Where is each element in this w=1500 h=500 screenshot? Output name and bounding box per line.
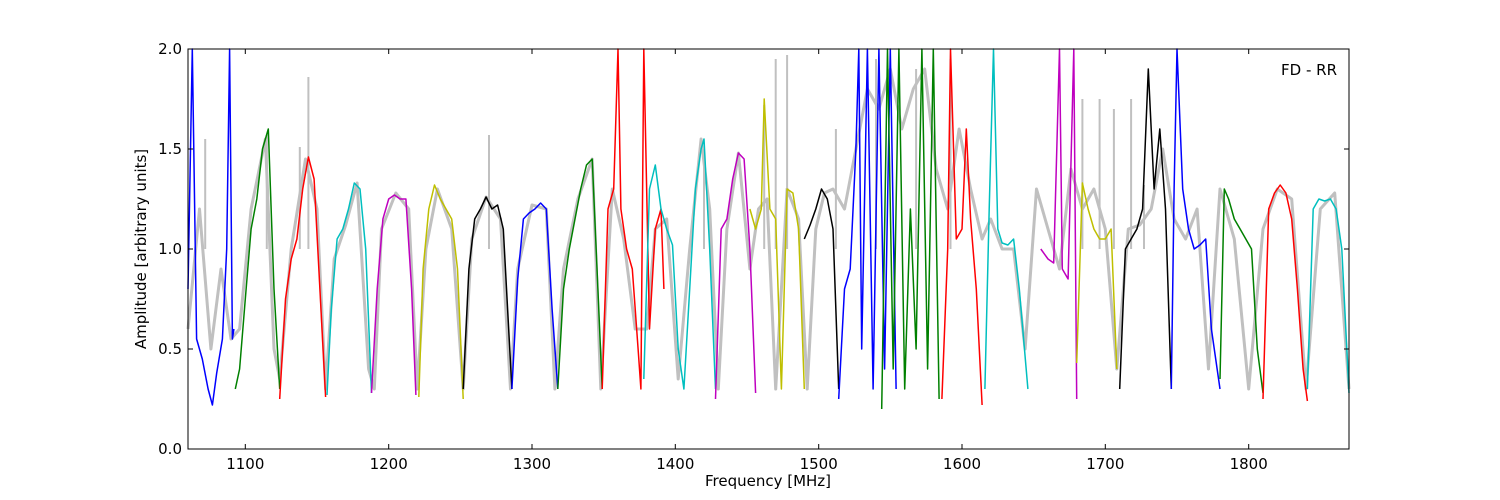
series-line-6: [462, 196, 513, 390]
x-tick-label-1: 1200: [370, 455, 408, 473]
y-axis-label: Amplitude [arbitrary units]: [132, 149, 150, 349]
series-line-17: [984, 48, 1029, 390]
x-tick-label-0: 1100: [226, 455, 264, 473]
series-line-0: [187, 48, 235, 406]
x-tick-label-3: 1400: [656, 455, 694, 473]
x-tick-label-5: 1600: [943, 455, 981, 473]
series-group: [187, 48, 1350, 410]
annotation-label: FD - RR: [1281, 61, 1337, 79]
series-line-20: [1118, 68, 1173, 390]
y-tick-label-4: 2.0: [158, 40, 182, 58]
series-line-13: [803, 188, 840, 390]
x-tick-label-6: 1700: [1086, 455, 1124, 473]
series-line-5: [418, 184, 464, 400]
x-tick-label-4: 1500: [800, 455, 838, 473]
series-line-9: [601, 48, 665, 390]
axis-ticks: 1100 1200 1300 1400 1500 1600 1700 1800 0.0 0.5 1.…: [158, 40, 1349, 473]
series-line-11: [714, 152, 757, 400]
series-line-7: [511, 202, 559, 390]
series-line-19: [1075, 182, 1118, 370]
x-tick-label-7: 1800: [1230, 455, 1268, 473]
series-line-16: [941, 48, 983, 406]
y-tick-label-0: 0.0: [158, 440, 182, 458]
series-line-15: [880, 48, 940, 410]
y-tick-label-2: 1.0: [158, 240, 182, 258]
x-tick-label-2: 1300: [513, 455, 551, 473]
series-line-22: [1219, 188, 1264, 394]
series-line-3: [326, 182, 373, 396]
series-line-1: [234, 128, 281, 390]
y-tick-label-3: 1.5: [158, 140, 182, 158]
series-line-14: [837, 48, 897, 400]
series-line-23: [1262, 184, 1309, 402]
series-line-4: [370, 194, 417, 396]
series-line-10: [643, 138, 717, 390]
series-line-12: [749, 98, 806, 390]
series-line-18: [1040, 48, 1078, 400]
series-line-8: [557, 158, 603, 390]
series-line-2: [278, 156, 327, 400]
x-axis-label: Frequency [MHz]: [705, 472, 831, 490]
series-line-24: [1306, 198, 1350, 394]
y-tick-label-1: 0.5: [158, 340, 182, 358]
series-line-21: [1170, 48, 1221, 390]
